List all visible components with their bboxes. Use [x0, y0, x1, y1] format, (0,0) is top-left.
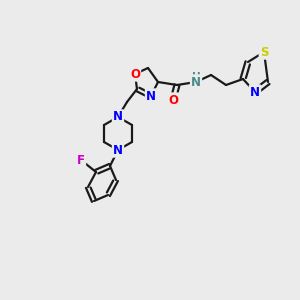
Text: F: F	[77, 154, 85, 166]
Text: N: N	[146, 89, 156, 103]
Text: N: N	[113, 110, 123, 124]
Text: N: N	[191, 76, 201, 88]
Text: O: O	[130, 68, 140, 80]
Text: S: S	[260, 46, 268, 59]
Text: O: O	[168, 94, 178, 106]
Text: H: H	[192, 72, 200, 82]
Text: N: N	[250, 85, 260, 98]
Text: N: N	[113, 143, 123, 157]
